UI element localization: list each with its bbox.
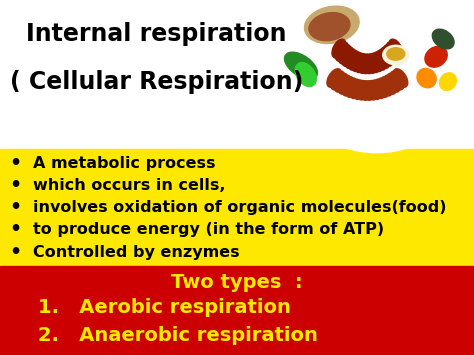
Ellipse shape (353, 80, 365, 99)
Ellipse shape (377, 49, 390, 69)
Ellipse shape (342, 77, 355, 96)
Ellipse shape (432, 29, 454, 49)
Text: •: • (9, 198, 22, 217)
Ellipse shape (366, 54, 378, 73)
Ellipse shape (389, 39, 403, 58)
Ellipse shape (374, 51, 387, 70)
Ellipse shape (356, 81, 368, 100)
Ellipse shape (334, 73, 348, 92)
Ellipse shape (335, 42, 349, 61)
Ellipse shape (309, 12, 350, 41)
Text: •: • (9, 242, 22, 262)
Text: involves oxidation of organic molecules(food): involves oxidation of organic molecules(… (33, 200, 447, 215)
Ellipse shape (390, 71, 404, 90)
Ellipse shape (380, 77, 393, 96)
Ellipse shape (363, 54, 375, 73)
Ellipse shape (338, 45, 352, 64)
Text: Two types  :: Two types : (171, 273, 303, 292)
Ellipse shape (349, 79, 361, 99)
Ellipse shape (363, 81, 375, 100)
Ellipse shape (417, 69, 436, 88)
Ellipse shape (372, 52, 384, 71)
Ellipse shape (370, 80, 382, 99)
Ellipse shape (386, 42, 400, 61)
Ellipse shape (369, 53, 381, 72)
Ellipse shape (387, 73, 401, 92)
Text: to produce energy (in the form of ATP): to produce energy (in the form of ATP) (33, 222, 384, 237)
Text: •: • (9, 220, 22, 239)
Bar (0, 0, 474, 149)
Ellipse shape (348, 51, 360, 70)
Ellipse shape (304, 6, 359, 44)
Text: A metabolic process: A metabolic process (33, 156, 216, 171)
Ellipse shape (351, 52, 363, 71)
Ellipse shape (357, 54, 369, 73)
Text: •: • (9, 176, 22, 195)
Ellipse shape (345, 49, 357, 69)
Ellipse shape (383, 45, 409, 65)
Ellipse shape (346, 78, 358, 97)
Text: ( Cellular Respiration): ( Cellular Respiration) (10, 70, 303, 94)
Ellipse shape (360, 81, 372, 100)
Ellipse shape (393, 69, 408, 87)
Text: Controlled by enzymes: Controlled by enzymes (33, 245, 240, 260)
Ellipse shape (383, 75, 397, 94)
Ellipse shape (327, 69, 341, 87)
Bar (0, 149, 474, 266)
Text: which occurs in cells,: which occurs in cells, (33, 178, 226, 193)
Ellipse shape (332, 39, 346, 58)
Text: •: • (9, 154, 22, 173)
Ellipse shape (338, 75, 351, 94)
Ellipse shape (295, 62, 316, 87)
Ellipse shape (425, 47, 447, 67)
Ellipse shape (366, 81, 379, 100)
Ellipse shape (387, 48, 405, 60)
Ellipse shape (287, 0, 467, 153)
Ellipse shape (439, 73, 456, 91)
Ellipse shape (341, 47, 354, 66)
Text: 1.   Aerobic respiration: 1. Aerobic respiration (38, 297, 291, 317)
Ellipse shape (383, 45, 396, 64)
Ellipse shape (284, 52, 318, 79)
Text: Internal respiration: Internal respiration (26, 22, 287, 46)
Ellipse shape (360, 54, 372, 73)
Ellipse shape (354, 53, 366, 72)
Ellipse shape (331, 71, 345, 90)
Bar (0, 266, 474, 355)
Ellipse shape (374, 79, 386, 99)
Ellipse shape (377, 78, 389, 97)
Text: 2.   Anaerobic respiration: 2. Anaerobic respiration (38, 326, 318, 345)
Ellipse shape (381, 47, 393, 66)
